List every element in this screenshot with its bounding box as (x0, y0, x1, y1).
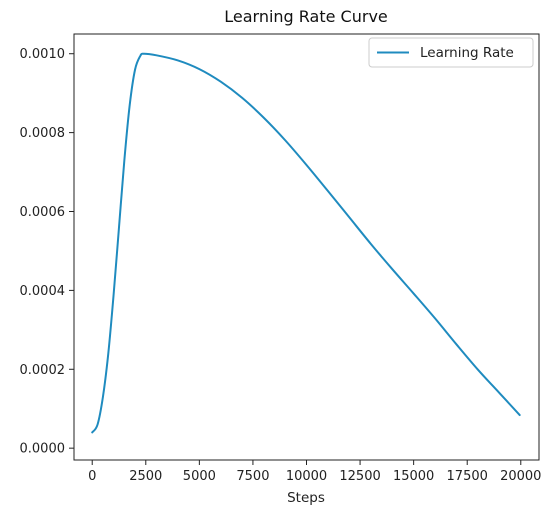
x-tick-label: 7500 (236, 469, 269, 484)
x-tick-label: 10000 (286, 469, 327, 484)
x-tick-label: 2500 (129, 469, 162, 484)
x-axis-title: Steps (287, 490, 325, 506)
learning-rate-line (91, 52, 521, 434)
x-tick-label: 15000 (393, 469, 434, 484)
x-tick-label: 5000 (183, 469, 216, 484)
legend: Learning Rate (368, 37, 534, 68)
legend-box (368, 37, 534, 68)
y-tick-label: 0.0000 (20, 442, 66, 457)
x-tick-label: 17500 (447, 469, 488, 484)
x-axis: 0 2500 5000 7500 10000 12500 15000 17500 20000 (88, 460, 541, 484)
chart-title: Learning Rate Curve (224, 7, 388, 26)
y-tick-label: 0.0010 (20, 47, 66, 62)
x-tick-label: 0 (88, 469, 96, 484)
legend-label: Learning Rate (420, 45, 514, 61)
y-tick-label: 0.0006 (20, 205, 66, 220)
x-tick-label: 20000 (500, 469, 541, 484)
y-tick-label: 0.0004 (20, 284, 66, 299)
y-tick-label: 0.0008 (20, 126, 66, 141)
y-tick-label: 0.0002 (20, 363, 66, 378)
x-tick-label: 12500 (339, 469, 380, 484)
y-axis: 0.0000 0.0002 0.0004 0.0006 0.0008 0.0010 (20, 47, 74, 457)
